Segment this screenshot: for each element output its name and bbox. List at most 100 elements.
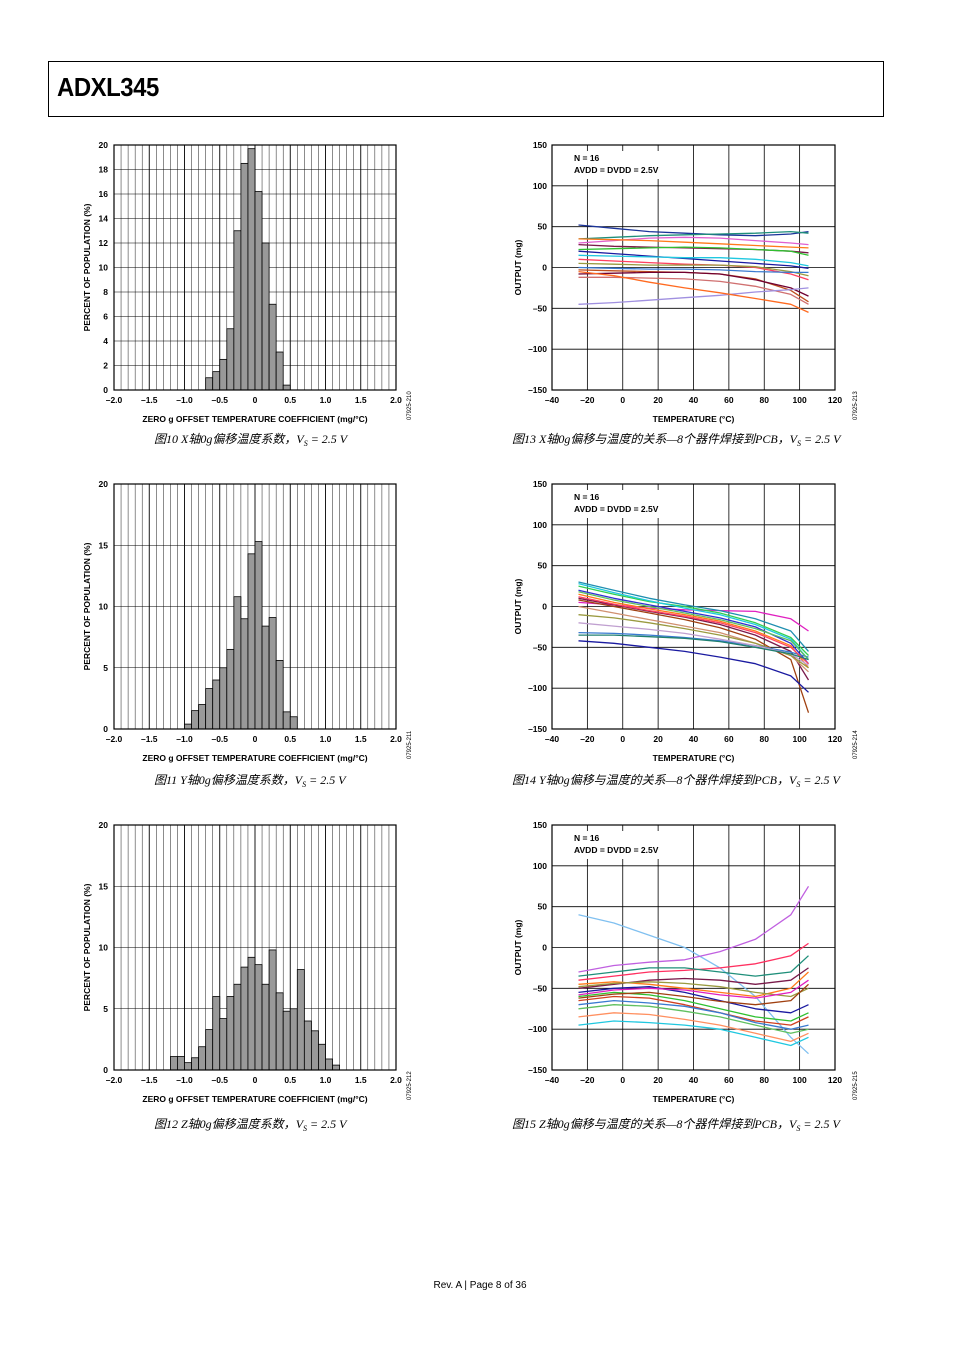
caption-tail: = 2.5 V xyxy=(800,1117,840,1131)
y-axis-label: PERCENT OF POPULATION (%) xyxy=(82,542,92,670)
header-box: ADXL345 xyxy=(48,61,884,117)
annotation-text: AVDD = DVDD = 2.5V xyxy=(574,165,659,175)
y-tick-label: –50 xyxy=(533,983,547,993)
series-line xyxy=(578,271,809,297)
y-tick-label: 8 xyxy=(103,287,108,297)
histogram-bar xyxy=(233,983,242,1071)
y-tick-label: 0 xyxy=(103,385,108,395)
histogram-plot: 0 5 10 15 20 –2.0 –1.5 –1.0 –0.5 0 0.5 1.0 1.5 2.0 ZER… xyxy=(82,479,413,763)
series-line xyxy=(578,942,809,981)
histogram-bar xyxy=(261,983,270,1071)
histogram-fig10: 0 2 4 6 8 10 12 14 16 18 20 –2.0 –1.5 –1.0 –0.5 0 0.5 1.0… xyxy=(82,140,413,424)
series-line xyxy=(578,589,809,665)
x-tick-label: 2.0 xyxy=(390,1075,402,1085)
y-axis-label: OUTPUT (mg) xyxy=(513,919,523,975)
histogram-bar xyxy=(310,1030,319,1071)
linechart-fig13: –40 –20 0 20 40 60 80 100 120 –150 –100 –50 0 50 100 15… xyxy=(513,140,859,424)
series-line xyxy=(578,999,809,1030)
y-tick-label: 10 xyxy=(99,943,109,953)
series-line xyxy=(578,885,810,973)
series-line xyxy=(578,614,809,669)
histogram-bar xyxy=(184,1062,192,1071)
caption-fig13: 图13 X轴0g偏移与温度的关系—8个器件焊接到PCB，VS = 2.5 V xyxy=(512,430,840,448)
series-line xyxy=(578,971,809,998)
histogram-bar xyxy=(275,992,284,1071)
x-tick-label: 1.5 xyxy=(355,1075,367,1085)
histogram-bar xyxy=(254,964,263,1071)
x-tick-label: 20 xyxy=(653,1075,663,1085)
histogram-bar xyxy=(289,1008,298,1071)
histogram-bar xyxy=(275,351,284,391)
y-tick-label: 20 xyxy=(99,140,109,150)
y-tick-label: 100 xyxy=(533,520,547,530)
caption-sub: S xyxy=(796,1124,801,1133)
x-tick-label: 100 xyxy=(793,1075,807,1085)
annotation-text: N = 16 xyxy=(574,492,600,502)
y-tick-label: 150 xyxy=(533,140,547,150)
series-line xyxy=(578,597,810,681)
plot-frame xyxy=(551,144,836,391)
x-tick-label: 0 xyxy=(253,1075,258,1085)
y-tick-label: 0 xyxy=(542,943,547,953)
series-line xyxy=(578,1012,809,1043)
series-line xyxy=(578,983,809,1006)
y-tick-label: 50 xyxy=(538,222,548,232)
caption-sub: S xyxy=(303,439,308,448)
histogram-bar xyxy=(325,1058,333,1071)
x-tick-label: –20 xyxy=(580,734,594,744)
histogram-bar xyxy=(282,384,291,391)
histogram-bar xyxy=(191,1057,200,1071)
y-tick-label: 100 xyxy=(533,181,547,191)
series-line xyxy=(578,986,809,1014)
y-tick-label: –100 xyxy=(528,1024,547,1034)
annotation-text: N = 16 xyxy=(574,833,600,843)
histogram-plot: 0 5 10 15 20 –2.0 –1.5 –1.0 –0.5 0 0.5 1.0 1.5 2.0 ZER… xyxy=(82,820,413,1104)
histogram-bar xyxy=(205,1029,214,1071)
figure-id: 07925-212 xyxy=(407,1071,413,1100)
x-tick-label: –20 xyxy=(580,395,594,405)
annotation-bg xyxy=(570,490,675,518)
x-axis-label: ZERO g OFFSET TEMPERATURE COEFFICIENT (m… xyxy=(142,414,367,424)
y-axis-label: PERCENT OF POPULATION (%) xyxy=(82,203,92,331)
series-line xyxy=(578,581,809,652)
y-tick-label: –50 xyxy=(533,303,547,313)
y-tick-label: 15 xyxy=(99,881,109,891)
histogram-bar xyxy=(318,1043,326,1071)
x-tick-label: –2.0 xyxy=(106,1075,123,1085)
caption-text: 图15 Z轴0g偏移与温度的关系—8个器件焊接到PCB， xyxy=(512,1117,790,1131)
y-tick-label: 12 xyxy=(99,238,109,248)
y-tick-label: 150 xyxy=(533,479,547,489)
histogram-bar xyxy=(198,704,207,730)
figure-id: 07925-211 xyxy=(407,730,413,759)
caption-tail: = 2.5 V xyxy=(306,773,346,787)
y-tick-label: 2 xyxy=(103,361,108,371)
page-footer: Rev. A | Page 8 of 36 xyxy=(433,1280,527,1291)
histogram-bar xyxy=(226,996,235,1071)
caption-v: V xyxy=(789,1117,797,1131)
caption-tail: = 2.5 V xyxy=(307,432,348,446)
caption-sub: S xyxy=(797,439,802,448)
plot-frame xyxy=(113,824,397,1071)
series-line xyxy=(578,254,809,267)
series-line xyxy=(578,593,810,669)
x-tick-label: –40 xyxy=(545,734,559,744)
caption-text: 图11 Y轴0g偏移温度系数， xyxy=(154,773,295,787)
x-tick-label: 60 xyxy=(724,1075,734,1085)
histogram-bar xyxy=(219,667,228,730)
y-tick-label: 14 xyxy=(99,214,109,224)
histogram-bar xyxy=(226,648,235,730)
caption-tail: = 2.5 V xyxy=(307,1117,347,1131)
series-line xyxy=(578,995,809,1026)
caption-tail: = 2.5 V xyxy=(800,773,840,787)
y-tick-label: –150 xyxy=(528,1065,547,1075)
x-tick-label: 80 xyxy=(760,734,770,744)
histogram-bar xyxy=(205,377,214,391)
y-axis-label: OUTPUT (mg) xyxy=(513,578,523,634)
y-tick-label: 15 xyxy=(99,540,109,550)
histogram-bar xyxy=(275,659,284,730)
y-tick-label: 5 xyxy=(103,663,108,673)
figure-id: 07925-214 xyxy=(853,730,859,759)
x-tick-label: –0.5 xyxy=(211,734,228,744)
x-tick-label: 120 xyxy=(828,395,842,405)
series-line xyxy=(578,631,809,658)
